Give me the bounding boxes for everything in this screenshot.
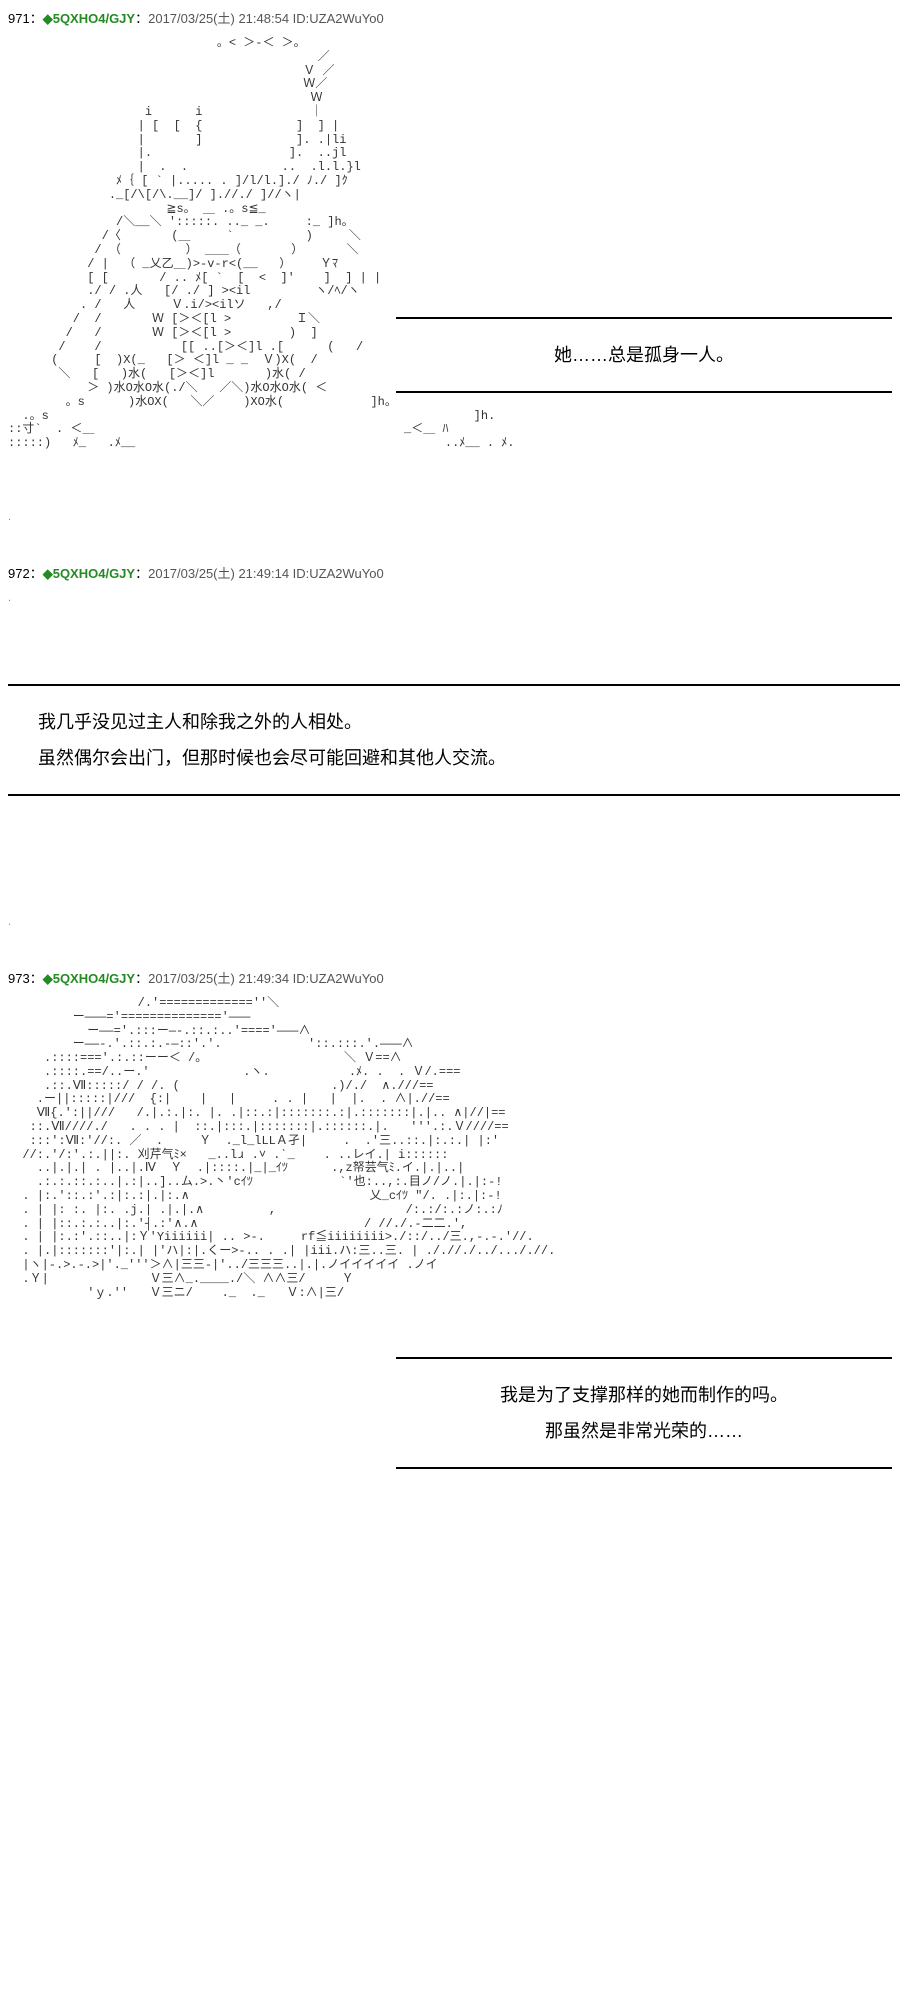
post-header: 973：◆5QXHO4/GJY：2017/03/25(土) 21:49:34 I… bbox=[8, 968, 892, 987]
separator: ： bbox=[135, 11, 148, 26]
caption-line: 那虽然是非常光荣的…… bbox=[404, 1413, 884, 1449]
forum-post: 972：◆5QXHO4/GJY：2017/03/25(土) 21:49:14 I… bbox=[8, 563, 892, 928]
content-dot: . bbox=[8, 592, 892, 604]
post-header: 971：◆5QXHO4/GJY：2017/03/25(土) 21:48:54 I… bbox=[8, 8, 892, 27]
post-id-label: ID: bbox=[293, 971, 310, 986]
post-id: UZA2WuYo0 bbox=[309, 11, 383, 26]
post-id-label: ID: bbox=[293, 566, 310, 581]
caption-box: 我几乎没见过主人和除我之外的人相处。 虽然偶尔会出门，但那时候也会尽可能回避和其… bbox=[8, 684, 900, 796]
tripcode[interactable]: ◆5QXHO4/GJY bbox=[43, 971, 135, 986]
tripcode[interactable]: ◆5QXHO4/GJY bbox=[43, 566, 135, 581]
post-date: 2017/03/25(土) 21:49:14 bbox=[148, 566, 289, 581]
post-id-label: ID: bbox=[293, 11, 310, 26]
post-id: UZA2WuYo0 bbox=[309, 971, 383, 986]
post-body: 我几乎没见过主人和除我之外的人相处。 虽然偶尔会出门，但那时候也会尽可能回避和其… bbox=[8, 684, 892, 796]
post-header: 972：◆5QXHO4/GJY：2017/03/25(土) 21:49:14 I… bbox=[8, 563, 892, 582]
forum-post: 971：◆5QXHO4/GJY：2017/03/25(土) 21:48:54 I… bbox=[8, 8, 892, 523]
post-id: UZA2WuYo0 bbox=[309, 566, 383, 581]
caption-text: 她……总是孤身一人。 bbox=[554, 345, 734, 365]
post-date: 2017/03/25(土) 21:48:54 bbox=[148, 11, 289, 26]
content-dot: . bbox=[8, 916, 892, 928]
caption-box: 我是为了支撑那样的她而制作的吗。 那虽然是非常光荣的…… bbox=[396, 1357, 892, 1469]
caption-line: 我几乎没见过主人和除我之外的人相处。 bbox=[38, 704, 898, 740]
caption-line: 虽然偶尔会出门，但那时候也会尽可能回避和其他人交流。 bbox=[38, 740, 898, 776]
post-body: /.'=============''＼ ー―――='==============… bbox=[8, 997, 892, 1301]
post-number: 971 bbox=[8, 11, 30, 26]
post-number: 973 bbox=[8, 971, 30, 986]
post-date: 2017/03/25(土) 21:49:34 bbox=[148, 971, 289, 986]
content-dot: . bbox=[8, 511, 892, 523]
separator: ： bbox=[135, 971, 148, 986]
tripcode[interactable]: ◆5QXHO4/GJY bbox=[43, 11, 135, 26]
ascii-art: /.'=============''＼ ー―――='==============… bbox=[8, 997, 892, 1301]
post-body: 。< ＞-＜ ＞。 ／ Ｖ ／ Ｗ／ Ｗ bbox=[8, 37, 892, 451]
separator: ： bbox=[30, 971, 43, 986]
caption-line: 我是为了支撑那样的她而制作的吗。 bbox=[404, 1377, 884, 1413]
post-number: 972 bbox=[8, 566, 30, 581]
caption-box: 她……总是孤身一人。 bbox=[396, 317, 892, 393]
separator: ： bbox=[30, 11, 43, 26]
separator: ： bbox=[30, 566, 43, 581]
separator: ： bbox=[135, 566, 148, 581]
forum-post: 973：◆5QXHO4/GJY：2017/03/25(土) 21:49:34 I… bbox=[8, 968, 892, 1301]
